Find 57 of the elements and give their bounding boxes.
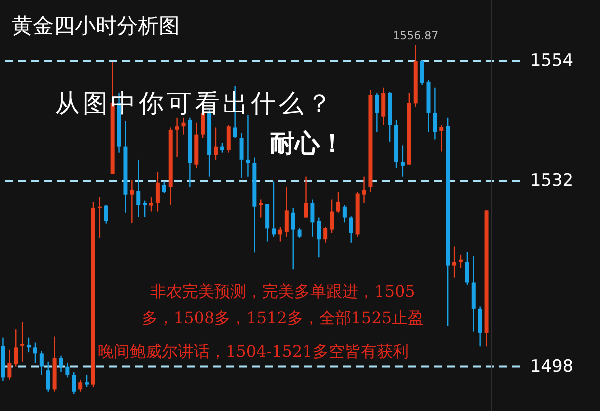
candlestick: [433, 87, 438, 140]
annotation: 耐心！: [270, 129, 345, 158]
candlestick: [272, 181, 276, 238]
candlestick: [40, 350, 44, 376]
candlestick: [14, 329, 18, 368]
candlestick: [278, 226, 282, 242]
candlestick: [78, 379, 83, 392]
candlestick: [226, 124, 231, 154]
candlestick: [143, 200, 148, 218]
candlestick: [175, 117, 180, 158]
candlestick: [330, 199, 334, 234]
candlestick: [362, 176, 366, 204]
candlestick: [452, 246, 457, 278]
candlestick: [420, 59, 424, 86]
title: 黄金四小时分析图: [12, 14, 180, 38]
candlestick: [291, 207, 296, 270]
candlestick: [27, 337, 32, 354]
candlestick: [33, 342, 38, 364]
candlestick: [130, 180, 134, 224]
candlestick: [259, 199, 264, 218]
candlestick: [298, 228, 302, 239]
candlestick: [59, 355, 64, 373]
candlestick: [284, 186, 289, 238]
candlestick: [400, 145, 405, 178]
candlestick: [458, 254, 463, 269]
candlestick: [349, 216, 354, 244]
annotation: 晚间鲍威尔讲话，1504-1521多空皆有获利: [98, 342, 409, 361]
candlestick: [66, 362, 70, 378]
candlestick: [72, 372, 76, 395]
candlestick: [342, 204, 347, 224]
candlestick: [156, 171, 160, 212]
candlestick: [98, 196, 102, 239]
y-tick-label: 1554: [530, 51, 574, 72]
candlestick: [317, 217, 322, 258]
candlestick: [85, 374, 90, 388]
candlestick: [8, 349, 12, 380]
candlestick: [246, 114, 250, 178]
candlestick: [382, 87, 386, 126]
candlestick: [240, 132, 244, 179]
annotation: 1556.87: [393, 29, 439, 42]
candlestick: [324, 226, 328, 244]
y-tick-label: 1532: [530, 171, 574, 192]
candlestick: [104, 204, 108, 224]
candlestick: [162, 181, 166, 194]
candlestick: [214, 127, 218, 161]
y-tick-label: 1498: [530, 356, 574, 377]
candlestick: [136, 159, 141, 218]
candlestick: [310, 199, 315, 238]
candlestick: [150, 196, 154, 212]
candlestick: [220, 142, 224, 154]
candlestick: [375, 92, 380, 133]
annotation: 非农完美预测，完美多单跟进，1505 多，1508多，1512多，全部1525止盈: [142, 282, 424, 328]
candlestick: [20, 321, 25, 362]
candlestick: [465, 252, 470, 286]
candlestick: [46, 361, 50, 392]
candlestick: [336, 192, 340, 214]
candlestick: [440, 124, 444, 152]
